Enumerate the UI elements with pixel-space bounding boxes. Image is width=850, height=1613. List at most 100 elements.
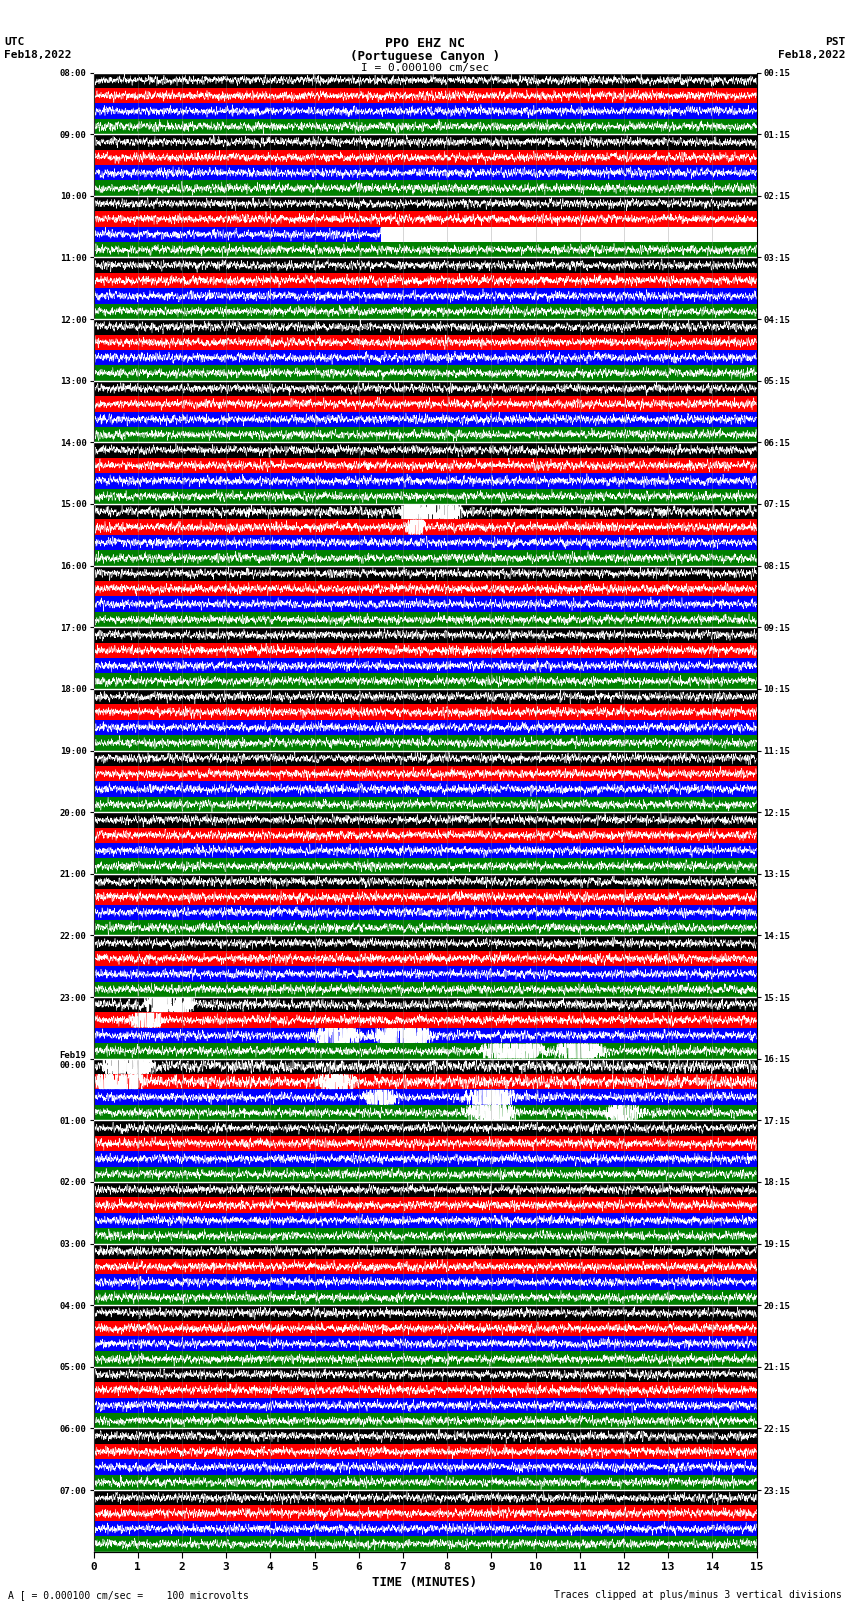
Bar xyxy=(94,489,756,503)
Bar xyxy=(94,289,756,303)
Bar xyxy=(94,766,756,781)
Bar xyxy=(94,997,756,1013)
Bar xyxy=(94,1321,756,1336)
Bar xyxy=(94,797,756,813)
Bar xyxy=(94,1413,756,1429)
Bar xyxy=(94,1213,756,1227)
Bar xyxy=(94,503,756,519)
Bar xyxy=(94,411,756,427)
Bar xyxy=(94,642,756,658)
Bar xyxy=(94,1505,756,1521)
Bar xyxy=(94,844,756,858)
Bar xyxy=(94,273,756,289)
Bar xyxy=(94,736,756,750)
Bar xyxy=(94,1444,756,1460)
Bar xyxy=(94,165,756,181)
Bar xyxy=(94,1244,756,1260)
Bar xyxy=(94,473,756,489)
Bar xyxy=(94,303,756,319)
Bar xyxy=(94,458,756,473)
Bar xyxy=(94,627,756,642)
Bar xyxy=(94,566,756,581)
Bar xyxy=(94,1521,756,1536)
Bar xyxy=(94,227,756,242)
Bar xyxy=(94,611,756,627)
Bar xyxy=(94,350,756,365)
Bar xyxy=(94,1121,756,1136)
Bar xyxy=(94,319,756,334)
Bar xyxy=(94,1105,756,1121)
Bar xyxy=(94,1274,756,1290)
Bar xyxy=(94,1352,756,1366)
Bar xyxy=(94,1166,756,1182)
Bar xyxy=(94,889,756,905)
Bar xyxy=(94,211,756,227)
Bar xyxy=(94,365,756,381)
Bar xyxy=(94,750,756,766)
Bar xyxy=(94,597,756,611)
Bar xyxy=(94,919,756,936)
Bar xyxy=(94,536,756,550)
Bar xyxy=(94,858,756,874)
Bar xyxy=(94,1152,756,1166)
Bar xyxy=(94,950,756,966)
Bar xyxy=(94,982,756,997)
Bar xyxy=(94,89,756,103)
Bar xyxy=(94,781,756,797)
Bar xyxy=(94,1382,756,1397)
Bar xyxy=(94,1227,756,1244)
Bar xyxy=(94,1013,756,1027)
Bar xyxy=(94,1290,756,1305)
Bar xyxy=(94,519,756,536)
Bar xyxy=(94,258,756,273)
Bar xyxy=(94,427,756,442)
Bar xyxy=(94,827,756,844)
Bar xyxy=(94,1474,756,1490)
Bar xyxy=(94,334,756,350)
Bar xyxy=(94,1089,756,1105)
Text: PPO EHZ NC: PPO EHZ NC xyxy=(385,37,465,50)
Bar xyxy=(94,874,756,889)
Bar xyxy=(94,1197,756,1213)
Text: I = 0.000100 cm/sec: I = 0.000100 cm/sec xyxy=(361,63,489,73)
Bar xyxy=(94,1027,756,1044)
Bar xyxy=(94,674,756,689)
Bar xyxy=(94,1490,756,1505)
Bar xyxy=(94,119,756,134)
Text: Feb18,2022: Feb18,2022 xyxy=(4,50,71,60)
Bar xyxy=(94,1260,756,1274)
Text: (Portuguese Canyon ): (Portuguese Canyon ) xyxy=(350,50,500,63)
Bar xyxy=(94,242,756,258)
Text: UTC: UTC xyxy=(4,37,25,47)
Text: PST: PST xyxy=(825,37,846,47)
Text: Traces clipped at plus/minus 3 vertical divisions: Traces clipped at plus/minus 3 vertical … xyxy=(553,1590,842,1600)
Bar xyxy=(94,905,756,919)
Bar xyxy=(94,1429,756,1444)
Bar xyxy=(94,381,756,397)
Bar xyxy=(381,227,756,242)
Bar xyxy=(94,658,756,674)
Bar xyxy=(94,73,756,89)
Bar xyxy=(94,813,756,827)
Bar xyxy=(94,1460,756,1474)
Bar xyxy=(94,442,756,458)
Bar xyxy=(94,181,756,195)
Bar xyxy=(94,150,756,165)
Bar xyxy=(94,1058,756,1074)
Bar xyxy=(94,397,756,411)
Bar xyxy=(94,1366,756,1382)
Bar xyxy=(94,103,756,119)
Bar xyxy=(94,936,756,950)
Bar xyxy=(94,581,756,597)
Text: Feb18,2022: Feb18,2022 xyxy=(779,50,846,60)
Bar xyxy=(94,550,756,566)
Bar xyxy=(94,689,756,705)
Bar xyxy=(94,1074,756,1089)
Bar xyxy=(94,1044,756,1058)
Bar xyxy=(94,1397,756,1413)
Bar xyxy=(94,1536,756,1552)
Bar xyxy=(94,705,756,719)
Text: A [ = 0.000100 cm/sec =    100 microvolts: A [ = 0.000100 cm/sec = 100 microvolts xyxy=(8,1590,249,1600)
X-axis label: TIME (MINUTES): TIME (MINUTES) xyxy=(372,1576,478,1589)
Bar xyxy=(94,1305,756,1321)
